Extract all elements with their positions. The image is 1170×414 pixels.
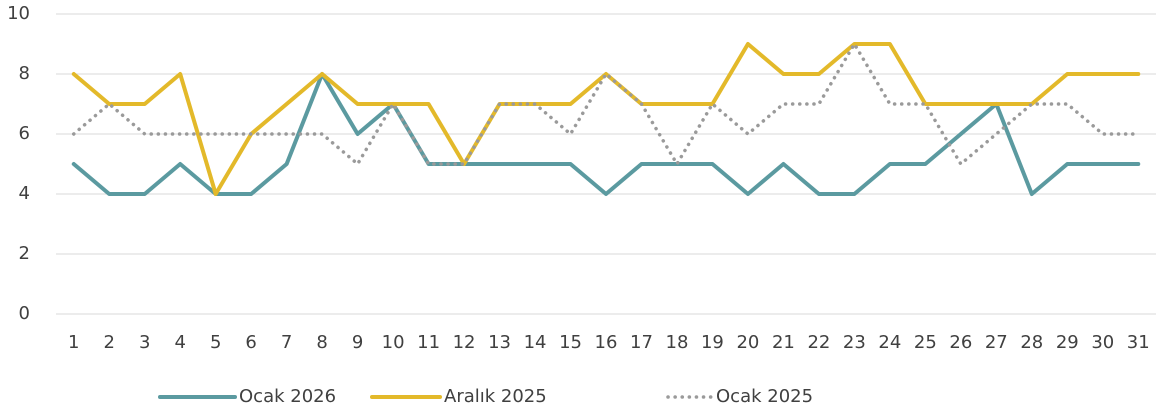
x-tick-label: 4: [174, 332, 185, 353]
x-tick-label: 11: [417, 332, 440, 353]
y-tick-label: 0: [19, 303, 30, 324]
x-tick-label: 21: [772, 332, 795, 353]
x-tick-label: 19: [701, 332, 724, 353]
x-tick-label: 31: [1127, 332, 1150, 353]
y-tick-label: 6: [19, 123, 30, 144]
y-tick-label: 10: [7, 3, 30, 24]
x-tick-label: 15: [559, 332, 582, 353]
x-tick-label: 30: [1091, 332, 1114, 353]
y-tick-label: 8: [19, 63, 30, 84]
x-tick-label: 25: [914, 332, 937, 353]
legend-label: Aralık 2025: [444, 386, 547, 407]
x-tick-label: 12: [453, 332, 476, 353]
series-line: [71, 72, 1141, 196]
x-tick-label: 5: [210, 332, 221, 353]
x-tick-label: 24: [878, 332, 901, 353]
legend-label: Ocak 2026: [239, 386, 336, 407]
x-tick-label: 20: [736, 332, 759, 353]
x-tick-label: 2: [103, 332, 114, 353]
x-tick-label: 7: [281, 332, 292, 353]
x-tick-label: 18: [666, 332, 689, 353]
x-tick-label: 28: [1020, 332, 1043, 353]
x-tick-label: 9: [352, 332, 363, 353]
legend-label: Ocak 2025: [716, 386, 813, 407]
x-tick-label: 23: [843, 332, 866, 353]
x-tick-label: 1: [68, 332, 79, 353]
x-tick-label: 26: [949, 332, 972, 353]
x-tick-label: 3: [139, 332, 150, 353]
x-tick-label: 13: [488, 332, 511, 353]
x-tick-label: 10: [382, 332, 405, 353]
y-tick-label: 4: [19, 183, 30, 204]
x-tick-label: 16: [595, 332, 618, 353]
x-tick-label: 17: [630, 332, 653, 353]
x-tick-label: 27: [985, 332, 1008, 353]
x-tick-label: 8: [316, 332, 327, 353]
y-tick-label: 2: [19, 243, 30, 264]
x-tick-label: 29: [1056, 332, 1079, 353]
x-tick-label: 14: [524, 332, 547, 353]
series-line: [71, 42, 1141, 166]
x-tick-label: 6: [245, 332, 256, 353]
x-tick-label: 22: [807, 332, 830, 353]
